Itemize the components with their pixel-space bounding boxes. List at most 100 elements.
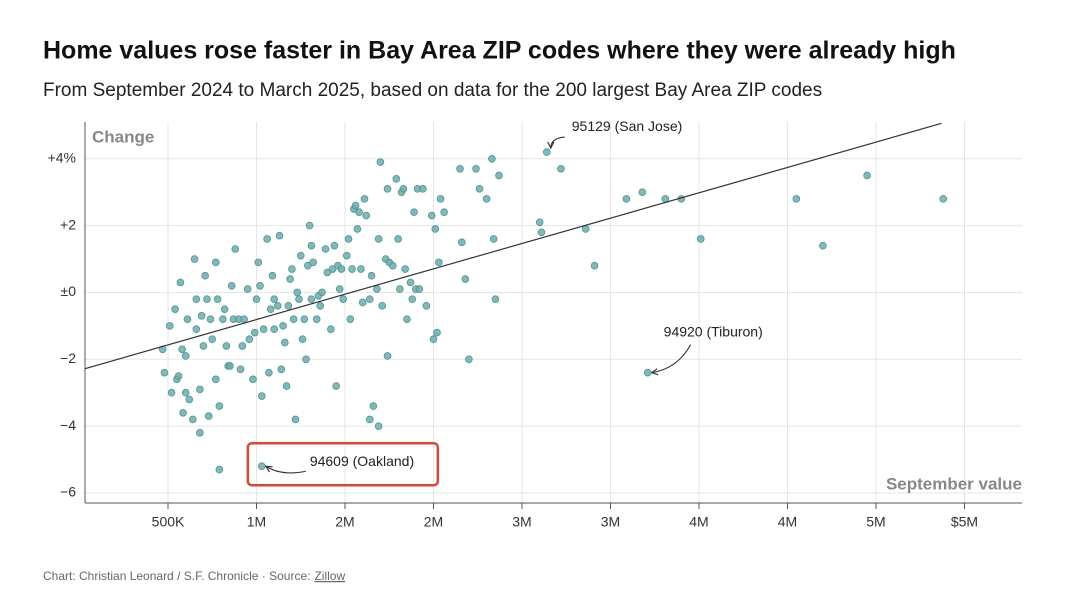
point xyxy=(243,285,252,293)
point xyxy=(378,302,386,310)
point xyxy=(256,281,264,290)
point xyxy=(346,315,355,323)
point xyxy=(192,295,201,303)
point xyxy=(638,188,647,196)
annotation-label: 94609 (Oakland) xyxy=(310,453,414,469)
x-tick-label: 4M xyxy=(778,514,797,530)
point xyxy=(281,338,289,347)
point xyxy=(383,185,392,193)
point xyxy=(590,261,599,270)
trend-line xyxy=(84,122,942,370)
point xyxy=(178,345,186,354)
point xyxy=(392,175,401,183)
point xyxy=(355,208,363,217)
annotation-label: 95129 (San Jose) xyxy=(572,118,683,134)
annotation-arrow xyxy=(266,466,306,474)
point xyxy=(238,342,247,350)
point xyxy=(365,415,374,424)
point xyxy=(383,352,392,360)
plot-area: 95129 (San Jose) 94920 (Tiburon) 94609 (Oa… xyxy=(84,118,948,487)
point xyxy=(456,164,464,173)
point xyxy=(252,295,261,303)
point xyxy=(376,158,385,166)
point xyxy=(369,402,378,410)
point xyxy=(220,305,229,313)
point xyxy=(245,335,254,344)
point xyxy=(327,325,335,334)
point xyxy=(351,201,360,210)
point xyxy=(268,271,277,280)
point xyxy=(410,208,418,217)
grid: +4% +2 ±0 −2 −4 −6 500K 1M 2M 2M 3M 3M 4M 4M 5M $5M xyxy=(48,122,1022,530)
point xyxy=(284,302,293,310)
point xyxy=(160,368,169,377)
point xyxy=(185,395,194,404)
point xyxy=(403,315,411,323)
point xyxy=(203,295,211,303)
point xyxy=(192,325,201,334)
point xyxy=(183,315,192,323)
point xyxy=(279,322,287,330)
point xyxy=(696,235,705,243)
point xyxy=(388,261,397,270)
x-tick-label: 2M xyxy=(335,514,354,530)
source-link[interactable]: Zillow xyxy=(314,569,345,583)
point xyxy=(323,268,332,277)
point xyxy=(249,375,257,384)
point xyxy=(295,295,303,303)
y-tick-label: −4 xyxy=(60,417,76,433)
credit: Chart: Christian Leonard / S.F. Chronicl… xyxy=(43,569,310,583)
point xyxy=(337,265,346,273)
point xyxy=(240,315,248,323)
point xyxy=(431,225,440,233)
point xyxy=(542,148,551,156)
point xyxy=(307,241,316,250)
point xyxy=(208,335,217,344)
point xyxy=(293,288,302,297)
x-tick-label: $5M xyxy=(951,514,978,530)
point xyxy=(179,408,187,417)
point xyxy=(491,295,500,303)
point xyxy=(288,265,296,273)
point xyxy=(211,375,220,384)
point xyxy=(258,392,266,400)
highlight-box xyxy=(246,441,440,487)
chart-title: Home values rose faster in Bay Area ZIP … xyxy=(43,37,956,65)
point xyxy=(215,402,224,410)
point xyxy=(181,388,190,397)
footer: Chart: Christian Leonard / S.F. Chronicl… xyxy=(43,569,345,583)
point xyxy=(291,415,300,424)
point xyxy=(461,275,470,283)
point xyxy=(309,258,317,267)
point xyxy=(939,195,948,203)
point xyxy=(367,271,376,280)
point xyxy=(394,235,402,243)
point xyxy=(373,285,381,293)
point xyxy=(174,372,183,380)
point xyxy=(270,325,279,334)
point xyxy=(435,258,443,267)
point xyxy=(399,185,408,193)
point xyxy=(258,462,266,471)
point xyxy=(360,195,369,203)
point xyxy=(465,355,473,364)
point xyxy=(277,365,286,374)
point xyxy=(250,328,259,337)
point xyxy=(535,218,544,227)
point xyxy=(259,325,268,334)
point xyxy=(348,265,356,273)
point xyxy=(181,352,190,360)
point xyxy=(374,422,383,430)
point xyxy=(429,335,438,344)
x-tick-label: 5M xyxy=(866,514,885,530)
x-tick-label: 3M xyxy=(512,514,531,530)
point xyxy=(488,154,496,163)
point xyxy=(344,235,353,243)
point xyxy=(482,195,491,203)
point xyxy=(365,295,374,303)
point xyxy=(302,355,310,364)
point xyxy=(433,328,441,337)
point xyxy=(165,322,174,330)
point xyxy=(316,302,325,310)
point xyxy=(190,255,199,263)
